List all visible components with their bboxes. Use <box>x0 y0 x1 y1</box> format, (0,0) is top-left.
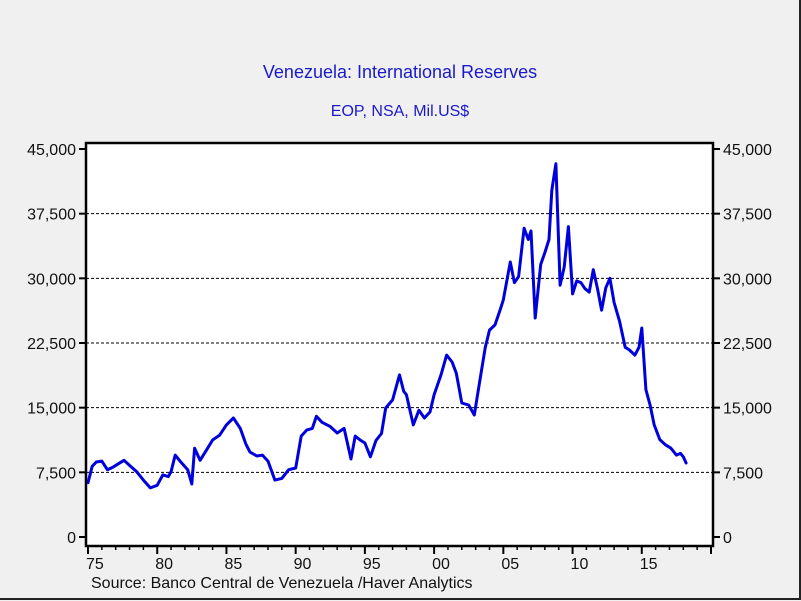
y-tick-label-right: 22,500 <box>723 336 772 353</box>
x-tick-label: 85 <box>224 556 242 573</box>
y-tick-label-left: 7,500 <box>36 465 76 482</box>
x-tick-label: 90 <box>294 556 312 573</box>
plot-border <box>84 141 715 548</box>
y-tick-label-right: 7,500 <box>723 465 763 482</box>
x-tick-label: 00 <box>432 556 450 573</box>
x-tick-label: 75 <box>86 556 104 573</box>
y-tick-label-left: 30,000 <box>27 271 76 288</box>
x-axis: 75 80 85 90 95 00 05 10 15 <box>86 546 712 573</box>
x-tick-label: 05 <box>501 556 519 573</box>
chart-subtitle: EOP, NSA, Mil.US$ <box>331 103 470 120</box>
y-tick-label-right: 30,000 <box>723 271 772 288</box>
y-tick-label-right: 45,000 <box>723 142 772 159</box>
y-tick-label-left: 15,000 <box>27 401 76 418</box>
y-tick-label-left: 0 <box>67 530 76 547</box>
x-tick-label: 15 <box>640 556 658 573</box>
y-tick-label-right: 37,500 <box>723 207 772 224</box>
y-tick-label-right: 0 <box>723 530 732 547</box>
source-note: Source: Banco Central de Venezuela /Have… <box>91 575 473 592</box>
x-tick-label: 10 <box>571 556 589 573</box>
plot-area <box>86 143 713 546</box>
y-tick-label-left: 45,000 <box>27 142 76 159</box>
x-tick-label: 95 <box>363 556 381 573</box>
y-tick-label-right: 15,000 <box>723 401 772 418</box>
series-layer <box>86 162 688 490</box>
y-tick-label-left: 37,500 <box>27 207 76 224</box>
y-axis-left: 0 7,500 15,000 22,500 30,000 37,500 45,000 <box>27 142 86 547</box>
y-tick-label-left: 22,500 <box>27 336 76 353</box>
y-axis-right: 0 7,500 15,000 22,500 30,000 37,500 45,000 <box>713 142 772 547</box>
x-tick-label: 80 <box>155 556 173 573</box>
chart-title: Venezuela: International Reserves <box>263 62 537 82</box>
